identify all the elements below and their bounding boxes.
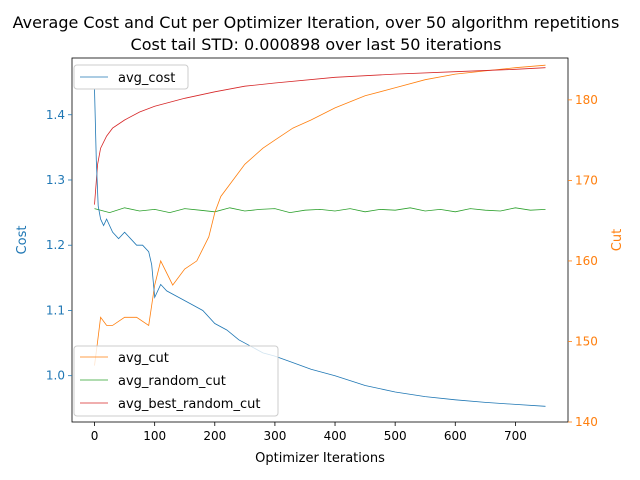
x-tick-label: 200 [203,429,226,443]
x-tick-label: 100 [143,429,166,443]
right-y-tick-label: 150 [575,334,598,348]
legend-label-avg-cost: avg_cost [118,71,175,86]
left-axis-label: Cost [15,226,30,255]
left-y-tick-label: 1.3 [46,173,65,187]
legend-label-avg-best-random-cut: avg_best_random_cut [118,397,260,412]
x-tick-label: 600 [444,429,467,443]
series-line-avg-best-random-cut [94,67,546,205]
plot-frame [71,57,569,423]
chart-subtitle: Cost tail STD: 0.000898 over last 50 ite… [131,35,502,54]
right-axis-label: Cut [610,229,625,251]
series-line-avg-cut [94,64,546,366]
left-y-tick-label: 1.0 [46,369,65,383]
x-axis-label: Optimizer Iterations [255,451,385,466]
legend-top-left: avg_cost [73,64,189,90]
chart-title: Average Cost and Cut per Optimizer Itera… [13,13,620,32]
left-y-tick-label: 1.2 [46,238,65,252]
series-line-avg-cost [94,88,546,407]
x-tick-label: 0 [91,429,99,443]
x-tick-label: 500 [384,429,407,443]
plot-area [94,64,546,407]
legend-bottom-left: avg_cut avg_random_cut avg_best_random_c… [73,345,279,417]
left-y-tick-label: 1.4 [46,108,65,122]
axes: 0 100 200 300 400 500 600 700 1.0 1.1 1.2 1.3 1.4 140… [46,93,598,443]
legend-label-avg-random-cut: avg_random_cut [118,374,226,389]
x-tick-label: 300 [263,429,286,443]
x-tick-label: 400 [324,429,347,443]
series-line-avg-random-cut [94,207,546,214]
legend-box [73,64,189,90]
right-y-tick-label: 180 [575,93,598,107]
left-y-tick-label: 1.1 [46,303,65,317]
legend-label-avg-cut: avg_cut [118,351,169,366]
legend-box [73,345,279,417]
right-y-tick-label: 160 [575,254,598,268]
right-y-tick-label: 170 [575,173,598,187]
x-tick-label: 700 [504,429,527,443]
right-y-tick-label: 140 [575,415,598,429]
